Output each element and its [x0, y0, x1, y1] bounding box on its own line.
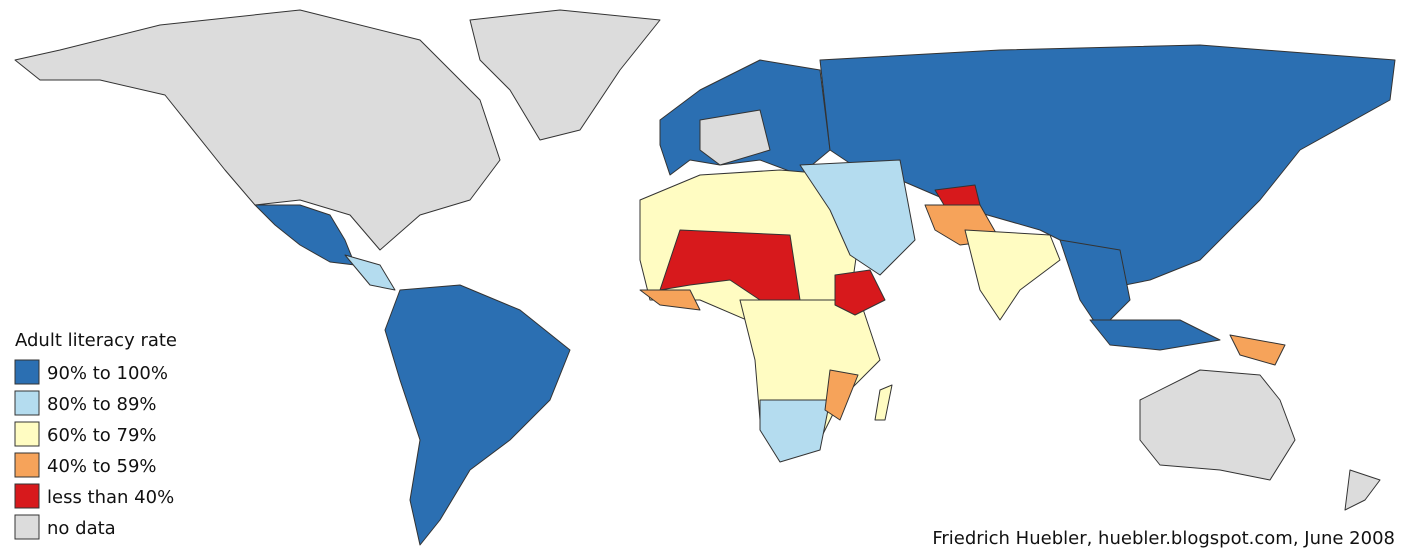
- south-america: [384, 284, 571, 546]
- credit: Friedrich Huebler, huebler.blogspot.com,…: [932, 528, 1395, 549]
- mexico: [254, 204, 356, 266]
- australia: [1139, 369, 1296, 481]
- legend-label: less than 40%: [47, 487, 174, 508]
- india: [964, 229, 1061, 321]
- sahel: [659, 229, 801, 301]
- southeast-asia: [1059, 239, 1131, 331]
- legend-label: no data: [47, 518, 116, 539]
- regions: [14, 9, 1396, 546]
- legend-swatch: [14, 390, 40, 416]
- legend: 90% to 100% 80% to 89% 60% to 79% 40% to 59…: [14, 359, 174, 540]
- madagascar: [874, 384, 893, 421]
- new-zealand: [1344, 469, 1381, 511]
- legend-swatch: [14, 452, 40, 478]
- western-europe: [699, 109, 771, 166]
- legend-label: 40% to 59%: [47, 456, 157, 477]
- middle-east: [799, 159, 916, 276]
- indonesia: [1089, 319, 1221, 351]
- legend-swatch: [14, 421, 40, 447]
- legend-label: 90% to 100%: [47, 363, 168, 384]
- greenland: [469, 9, 661, 141]
- southern-africa: [759, 399, 831, 463]
- legend-swatch: [14, 514, 40, 540]
- north-america: [14, 9, 501, 251]
- legend-swatch: [14, 359, 40, 385]
- legend-label: 80% to 89%: [47, 394, 157, 415]
- mozambique: [824, 369, 859, 421]
- central-america: [344, 254, 396, 291]
- west-africa: [639, 289, 701, 311]
- legend-label: 60% to 79%: [47, 425, 157, 446]
- legend-title: Adult literacy rate: [15, 330, 177, 351]
- ethiopia: [834, 269, 886, 316]
- papua-new-guinea: [1229, 334, 1286, 366]
- legend-swatch: [14, 483, 40, 509]
